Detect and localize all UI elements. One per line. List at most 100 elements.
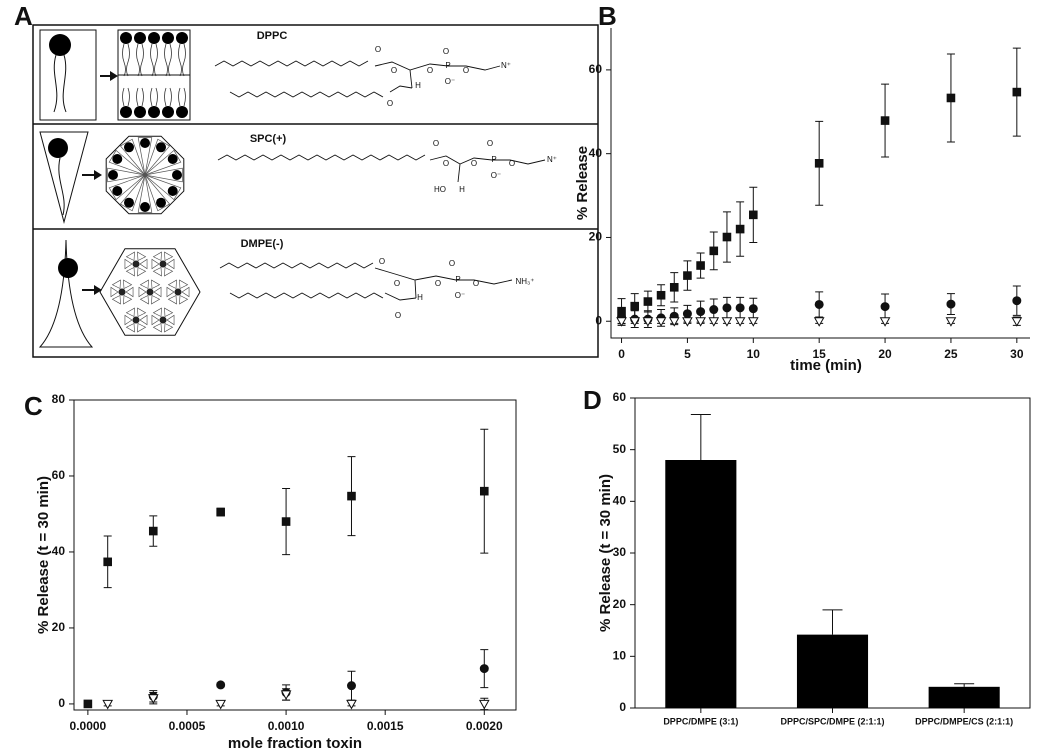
y-tick-label: 50 [613, 442, 627, 456]
x-tick-label: 25 [944, 347, 958, 361]
atom-label: HO [434, 185, 446, 194]
wedge [164, 266, 174, 277]
x-tick-label: DPPC/DMPE (3:1) [663, 716, 738, 726]
atom-label: O [387, 99, 393, 108]
marker [215, 699, 227, 710]
y-tick-label: 0 [619, 700, 626, 714]
x-tick-label: 30 [1010, 347, 1024, 361]
head [112, 154, 123, 164]
head [120, 32, 132, 44]
atom-label: O [427, 66, 433, 75]
bar [665, 460, 737, 708]
y-tick-label: 20 [589, 230, 603, 244]
marker [102, 699, 114, 710]
marker [479, 486, 489, 496]
marker [1011, 317, 1023, 327]
y-axis-title: % Release [574, 146, 591, 220]
panel-label: D [583, 385, 602, 415]
wedge [125, 251, 135, 262]
lipid-head [48, 138, 68, 158]
wedge [152, 307, 162, 318]
marker [1012, 87, 1022, 97]
headgroup-bonds [429, 155, 546, 183]
marker [814, 299, 824, 309]
marker [103, 557, 112, 567]
atom-label: P [491, 155, 496, 164]
marker [669, 283, 679, 292]
marker [814, 159, 824, 168]
wedge [164, 307, 174, 318]
head-core [146, 288, 154, 296]
wedge [138, 286, 147, 298]
tail [164, 43, 172, 107]
atom-label: H [415, 81, 421, 90]
y-axis-title: % Release (t = 30 min) [597, 474, 614, 632]
axes [610, 28, 1030, 339]
lipid-head [49, 34, 71, 56]
wedge [166, 258, 175, 270]
marker [148, 526, 158, 536]
x-tick-label: 0.0005 [169, 719, 206, 733]
atom-label: H [459, 185, 465, 194]
arrow-head [110, 71, 118, 81]
marker [879, 317, 891, 327]
head [167, 154, 178, 164]
y-tick-label: 60 [52, 468, 66, 482]
atom-label: NH₃⁺ [515, 277, 534, 286]
arrow-head [94, 285, 102, 295]
head [148, 32, 160, 44]
wedge [139, 294, 149, 305]
wedge [137, 266, 147, 277]
marker [695, 317, 706, 327]
x-tick-label: 0.0000 [70, 719, 107, 733]
lipid-name: DPPC [257, 30, 288, 42]
wedge [151, 294, 161, 305]
wedge [151, 258, 160, 270]
x-tick-label: 15 [813, 347, 827, 361]
atom-label: O [443, 47, 449, 56]
atom-label: P [445, 61, 450, 70]
marker [709, 305, 719, 315]
x-axis-title: mole fraction toxin [228, 735, 362, 752]
wedge [125, 322, 135, 333]
atom-label: O [433, 139, 439, 148]
wedge [144, 167, 183, 183]
tail [122, 43, 130, 107]
head-core [174, 288, 182, 296]
chart-panel: D 0 10 20 30 40 50 60 % Release (t = 30 min) DPPC… [583, 385, 1031, 726]
atom-label: O [379, 257, 385, 266]
lipid-box [39, 29, 97, 121]
atom-label: H [417, 293, 423, 302]
marker [880, 116, 890, 125]
marker [682, 317, 693, 327]
wedge [164, 251, 174, 262]
atom-label: O⁻ [445, 77, 455, 86]
wedge [125, 307, 135, 318]
wedge [139, 314, 148, 326]
x-tick-label: DPPC/DMPE/CS (2:1:1) [915, 716, 1013, 726]
marker [946, 93, 956, 103]
panel-label: C [24, 391, 43, 421]
error-bar [822, 609, 843, 635]
head-core [132, 260, 140, 268]
atom-label: O [463, 66, 469, 75]
head [134, 106, 146, 118]
marker [709, 246, 719, 256]
headgroup-bonds [374, 61, 501, 93]
marker [749, 210, 758, 220]
wedge [179, 294, 189, 305]
atom-label: O [471, 159, 477, 168]
x-tick-label: 10 [747, 347, 761, 361]
atom-label: O⁻ [491, 171, 501, 180]
head [140, 138, 150, 148]
atom-label: O [487, 139, 493, 148]
marker [347, 491, 356, 501]
hex-outline [99, 248, 201, 336]
tail [136, 43, 144, 107]
tail [178, 43, 186, 107]
marker [630, 301, 640, 311]
y-tick-label: 40 [613, 494, 627, 508]
error-bar [954, 683, 975, 687]
wedge [125, 266, 135, 277]
